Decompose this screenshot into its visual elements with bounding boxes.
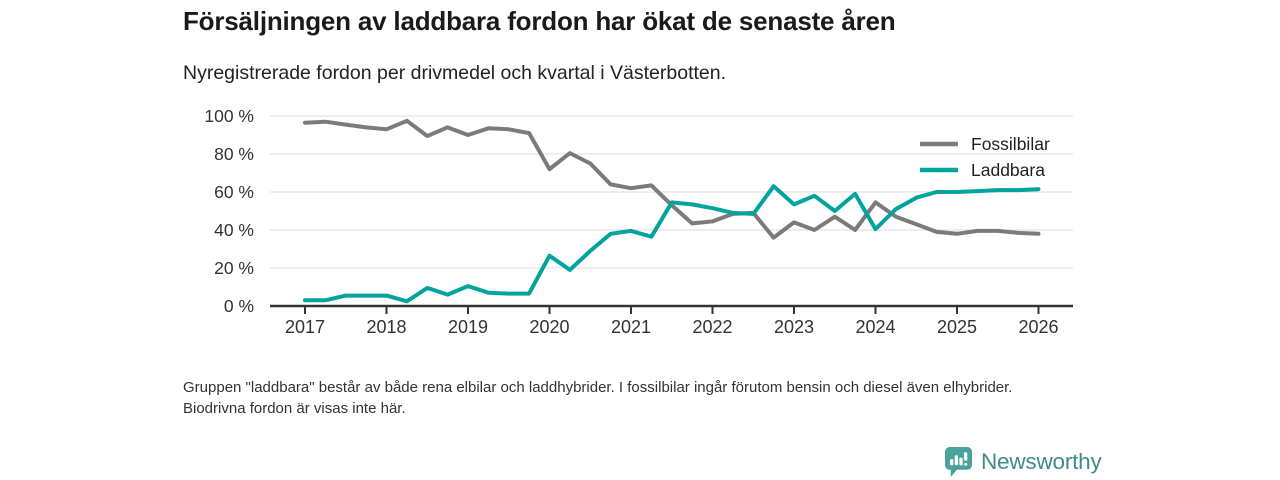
logo-exclamation-bar: [964, 452, 968, 461]
y-tick-label: 20 %: [214, 258, 254, 278]
logo-bubble-tail: [950, 467, 959, 477]
brand-logo: Newsworthy: [944, 446, 1102, 478]
x-tick-label: 2021: [611, 317, 651, 337]
x-tick-label: 2019: [448, 317, 488, 337]
newsworthy-chart-bubble-icon: [944, 447, 973, 477]
x-tick-label: 2026: [1018, 317, 1058, 337]
y-tick-label: 40 %: [214, 220, 254, 240]
series-line-fossilbilar: [303, 118, 1041, 240]
logo-bubble: [944, 447, 973, 470]
x-tick-label: 2025: [937, 317, 977, 337]
y-tick-label: 60 %: [214, 182, 254, 202]
x-tick-label: 2024: [855, 317, 895, 337]
legend-label-fossilbilar: Fossilbilar: [971, 134, 1050, 154]
logo-bar-3: [959, 457, 963, 466]
logo-bar-2: [954, 455, 959, 466]
x-tick-label: 2020: [529, 317, 569, 337]
chart-subtitle: Nyregistrerade fordon per drivmedel och …: [183, 62, 727, 84]
brand-wordmark: Newsworthy: [981, 449, 1102, 474]
series-line-laddbara: [303, 184, 1041, 304]
y-tick-label: 100 %: [204, 106, 254, 126]
y-tick-label: 80 %: [214, 144, 254, 164]
y-tick-label: 0 %: [224, 296, 254, 316]
legend-label-laddbara: Laddbara: [971, 160, 1045, 180]
logo-bar-1: [950, 459, 954, 466]
x-tick-label: 2023: [774, 317, 814, 337]
x-tick-label: 2022: [692, 317, 732, 337]
x-tick-label: 2018: [366, 317, 406, 337]
footnote: Gruppen "laddbara" består av både rena e…: [183, 379, 1013, 418]
chart-title: Försäljningen av laddbara fordon har öka…: [183, 6, 896, 36]
logo-exclamation-dot: [964, 462, 968, 466]
x-tick-label: 2017: [285, 317, 325, 337]
